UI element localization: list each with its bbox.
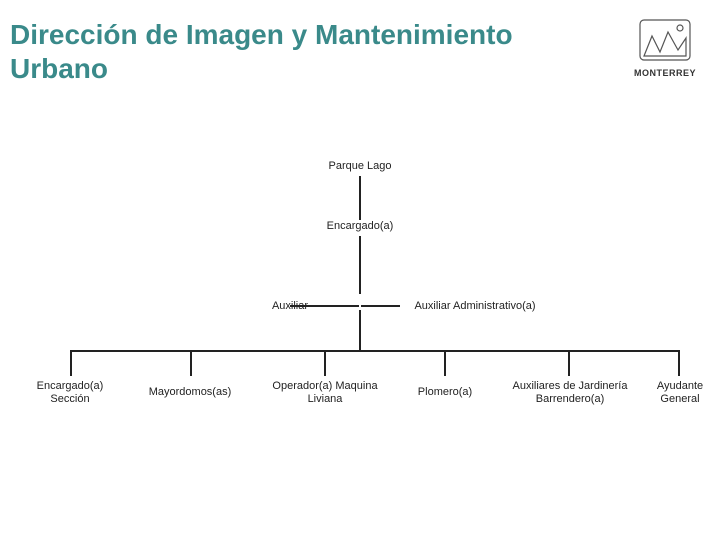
org-node-enc: Encargado(a)	[320, 220, 400, 233]
org-connector	[361, 305, 400, 307]
org-node-root: Parque Lago	[320, 160, 400, 173]
org-connector	[568, 350, 570, 376]
org-connector	[678, 350, 680, 376]
org-connector	[190, 350, 192, 376]
org-connector	[70, 350, 72, 376]
org-node-encsec: Encargado(a) Sección	[30, 380, 110, 406]
org-connector	[359, 310, 361, 350]
org-connector	[444, 350, 446, 376]
org-node-jard: Auxiliares de Jardinería Barrendero(a)	[500, 380, 640, 406]
org-node-oper: Operador(a) Maquina Liviana	[260, 380, 390, 406]
org-node-ayud: Ayudante General	[650, 380, 710, 406]
org-connector	[359, 236, 361, 294]
org-node-plom: Plomero(a)	[410, 386, 480, 399]
logo-text: MONTERREY	[634, 68, 696, 78]
org-node-mayor: Mayordomos(as)	[140, 386, 240, 399]
org-connector	[70, 350, 680, 352]
crest-icon	[638, 18, 692, 66]
org-node-auxadm: Auxiliar Administrativo(a)	[400, 300, 550, 313]
header: Dirección de Imagen y Mantenimiento Urba…	[10, 18, 710, 85]
org-chart: Parque Lago Encargado(a) Auxiliar Auxiliar …	[0, 150, 720, 450]
logo: MONTERREY	[620, 18, 710, 78]
org-connector	[359, 176, 361, 196]
org-connector	[359, 196, 361, 220]
org-node-aux: Auxiliar	[260, 300, 320, 313]
page-title: Dirección de Imagen y Mantenimiento Urba…	[10, 18, 570, 85]
org-connector	[324, 350, 326, 376]
